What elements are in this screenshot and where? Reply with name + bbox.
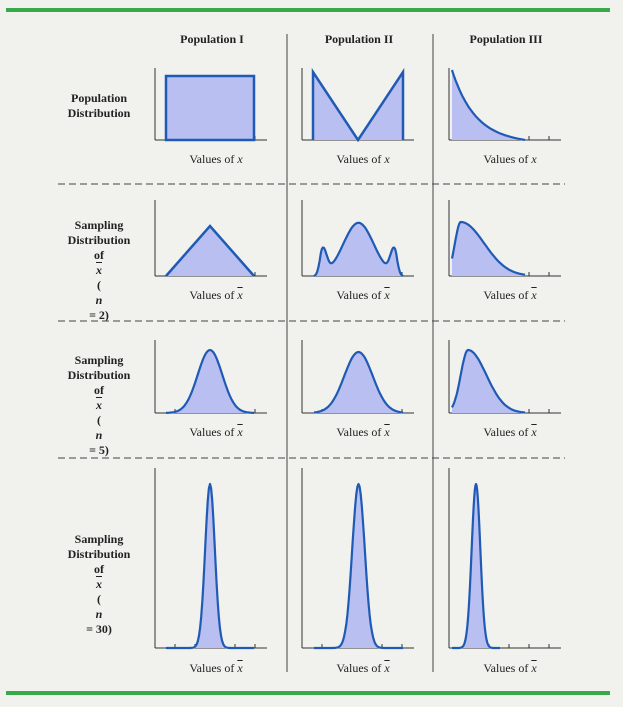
axis-label: Values of x bbox=[189, 288, 243, 302]
uniform-distribution bbox=[164, 74, 256, 142]
axis-label: Values of x bbox=[483, 425, 537, 439]
row-label-population-distribution: Population Distribution bbox=[67, 91, 131, 120]
normal-distribution-pop3-n30-fill bbox=[452, 484, 500, 648]
normal-distribution-pop2-n5-curve bbox=[313, 350, 404, 414]
trimodal-distribution-curve bbox=[313, 221, 404, 277]
column-header-population-2: Population II bbox=[324, 32, 394, 46]
exponential-distribution-curve bbox=[450, 69, 526, 141]
triangle-distribution-curve bbox=[165, 224, 255, 277]
axis-label: Values of x bbox=[336, 152, 390, 166]
axis-label: Values of x bbox=[483, 152, 537, 166]
normal-distribution-pop2-n5-fill bbox=[314, 352, 403, 413]
axis-label: Values of x bbox=[189, 661, 243, 675]
normal-distribution-pop1-n5-curve bbox=[166, 348, 254, 414]
v-distribution-fill bbox=[313, 72, 403, 140]
normal-distribution-pop2-n30-curve bbox=[314, 482, 403, 650]
trimodal-distribution-fill bbox=[314, 222, 403, 276]
exponential-distribution-fill bbox=[452, 70, 525, 140]
bottom-border bbox=[6, 691, 610, 695]
axis-label: Values of x bbox=[483, 288, 537, 302]
row-label-sampling-n30: Sampling Distribution of x (n = 30) bbox=[67, 532, 131, 636]
skewed-distribution-n5-curve bbox=[451, 348, 526, 414]
axis-label: Values of x bbox=[189, 152, 243, 166]
axis-label: Values of x bbox=[483, 661, 537, 675]
axis-label: Values of x bbox=[336, 288, 390, 302]
triangle-distribution-fill bbox=[166, 226, 254, 276]
skewed-distribution-n2-curve bbox=[450, 220, 526, 276]
axis-label: Values of x bbox=[189, 425, 243, 439]
normal-distribution-pop2-n30-fill bbox=[314, 484, 403, 648]
column-header-population-1: Population I bbox=[180, 32, 244, 46]
row-label-sampling-n2: Sampling Distribution of x (n = 2) bbox=[67, 218, 131, 322]
axis-label: Values of x bbox=[336, 661, 390, 675]
normal-distribution-pop3-n30-curve bbox=[451, 482, 501, 650]
normal-distribution-pop1-n30-fill bbox=[166, 484, 254, 648]
row-label-sampling-n5: Sampling Distribution of x (n = 5) bbox=[67, 353, 131, 457]
skewed-distribution-n2-fill bbox=[452, 222, 525, 276]
axis-label: Values of x bbox=[336, 425, 390, 439]
normal-distribution-pop1-n5-fill bbox=[166, 350, 254, 413]
normal-distribution-pop1-n30-curve bbox=[166, 482, 254, 650]
column-header-population-3: Population III bbox=[469, 32, 543, 46]
v-distribution-curve bbox=[311, 67, 405, 143]
top-border bbox=[6, 8, 610, 12]
